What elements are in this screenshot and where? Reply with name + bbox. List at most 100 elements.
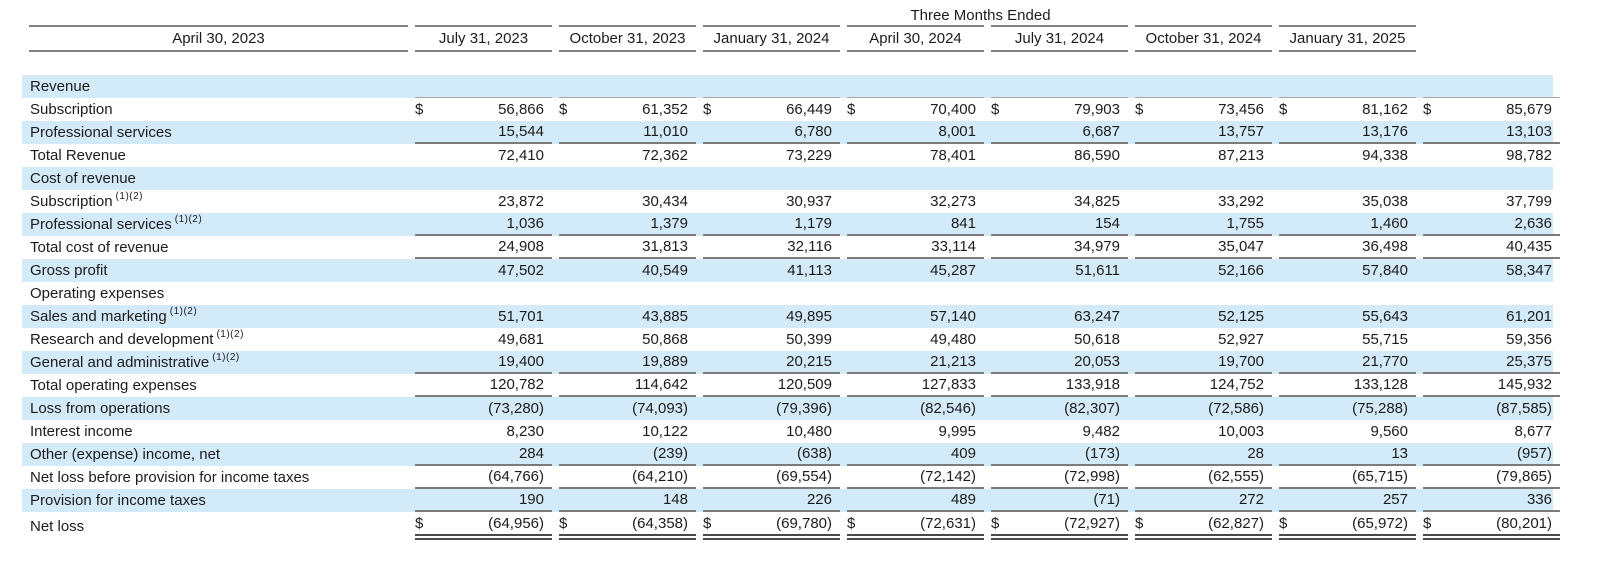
value-cell (840, 75, 984, 98)
footnote-superscript: (1)(2) (174, 214, 203, 225)
table-row: General and administrative (1)(2) 19,400 19… (22, 351, 1560, 374)
table-header-group: Three Months Ended (22, 6, 1553, 25)
value-cell-inner: $ (64,358) (559, 512, 696, 540)
value-cell-inner: 6,687 (991, 121, 1128, 144)
value-cell-inner (559, 282, 696, 305)
value-cell-inner: 43,885 (559, 305, 696, 328)
cell-value: 50,399 (786, 331, 832, 348)
table-row: Total operating expenses 120,782 114,642 12… (22, 374, 1560, 397)
value-cell: 133,128 (1272, 374, 1416, 397)
cell-value: (64,956) (488, 514, 544, 532)
value-cell (696, 167, 840, 190)
value-cell: 124,752 (1128, 374, 1272, 397)
cell-value: (62,827) (1208, 514, 1264, 532)
table-row: Interest income 8,230 10,122 10,480 9,995 9,4… (22, 420, 1553, 443)
value-cell-inner: 24,908 (415, 236, 552, 259)
value-cell: 11,010 (552, 121, 696, 144)
value-cell-inner: 1,755 (1135, 213, 1272, 236)
row-label: General and administrative (1)(2) (22, 351, 408, 374)
row-label: Total operating expenses (22, 374, 408, 397)
value-cell-inner: 52,927 (1135, 328, 1272, 351)
value-cell-inner: 87,213 (1135, 144, 1272, 167)
value-cell: 32,273 (840, 190, 984, 213)
value-cell: (65,715) (1272, 466, 1416, 489)
value-cell-inner: (79,396) (703, 397, 840, 420)
value-cell-inner: 61,201 (1423, 305, 1560, 328)
dollar-sign: $ (1135, 514, 1144, 532)
value-cell: 58,347 (1416, 259, 1560, 282)
value-cell (1128, 75, 1272, 98)
cell-value: 2,636 (1514, 215, 1552, 232)
row-label-text: Provision for income taxes (30, 492, 206, 509)
dollar-sign: $ (415, 514, 424, 532)
column-headers: April 30, 2023 July 31, 2023 October 31, 2… (22, 25, 1553, 52)
value-cell: 25,375 (1416, 351, 1560, 374)
value-cell: 6,687 (984, 121, 1128, 144)
value-cell: 841 (840, 213, 984, 236)
value-cell: 57,140 (840, 305, 984, 328)
value-cell: 8,001 (840, 121, 984, 144)
cell-value: 120,782 (489, 376, 544, 393)
value-cell-inner: $ (69,780) (703, 512, 840, 540)
value-cell: 133,918 (984, 374, 1128, 397)
column-header: July 31, 2024 (991, 25, 1128, 52)
row-label-text: General and administrative (30, 354, 210, 371)
value-cell: 73,229 (696, 144, 840, 167)
dollar-sign: $ (991, 101, 1000, 118)
value-cell-inner: 32,273 (847, 190, 984, 213)
value-cell-inner (991, 282, 1128, 305)
value-cell: 50,868 (552, 328, 696, 351)
cell-value: 32,116 (787, 238, 832, 255)
value-cell-inner: 52,125 (1135, 305, 1272, 328)
value-cell-inner: $56,866 (415, 98, 552, 121)
value-cell: $70,400 (840, 98, 984, 121)
cell-value: 35,047 (1218, 238, 1264, 255)
cell-value: 10,480 (786, 423, 832, 440)
value-cell-inner: 1,036 (415, 213, 552, 236)
cell-value: 49,681 (498, 331, 544, 348)
cell-value: 51,701 (498, 308, 544, 325)
cell-value: 51,611 (1075, 262, 1120, 279)
value-cell: 336 (1416, 489, 1560, 512)
value-cell-inner: 72,410 (415, 144, 552, 167)
column-header: July 31, 2023 (415, 25, 552, 52)
value-cell: 148 (552, 489, 696, 512)
value-cell-inner (1279, 75, 1416, 98)
value-cell-inner: 45,287 (847, 259, 984, 282)
cell-value: 13,103 (1506, 123, 1552, 140)
value-cell-inner: 34,979 (991, 236, 1128, 259)
cell-value: 28 (1247, 445, 1264, 462)
value-cell-inner: 30,937 (703, 190, 840, 213)
value-cell-inner: 1,460 (1279, 213, 1416, 236)
value-cell-inner: (79,865) (1423, 466, 1560, 489)
value-cell: $81,162 (1272, 98, 1416, 121)
cell-value: 10,122 (642, 423, 688, 440)
value-cell: 190 (408, 489, 552, 512)
value-cell: 1,036 (408, 213, 552, 236)
table-row: Professional services 15,544 11,010 6,780 8,… (22, 121, 1560, 144)
cell-value: 1,460 (1370, 215, 1408, 232)
cell-value: 21,770 (1362, 353, 1408, 370)
value-cell-inner: 20,215 (703, 351, 840, 374)
value-cell-inner: $ (72,927) (991, 512, 1128, 540)
value-cell-inner: 226 (703, 489, 840, 512)
value-cell-inner: (62,555) (1135, 466, 1272, 489)
cell-value: 19,889 (642, 353, 688, 370)
row-label: Operating expenses (22, 282, 408, 305)
value-cell-inner: 55,715 (1279, 328, 1416, 351)
value-cell-inner (991, 167, 1128, 190)
value-cell-inner: 57,140 (847, 305, 984, 328)
table-row: Operating expenses (22, 282, 1553, 305)
cell-value: 37,799 (1506, 193, 1552, 210)
value-cell: 57,840 (1272, 259, 1416, 282)
cell-value: 13,757 (1218, 123, 1264, 140)
value-cell-inner: 35,047 (1135, 236, 1272, 259)
row-label: Other (expense) income, net (22, 443, 408, 466)
dollar-sign: $ (559, 101, 568, 118)
value-cell-inner: 257 (1279, 489, 1416, 512)
cell-value: 52,927 (1218, 331, 1264, 348)
value-cell: 41,113 (696, 259, 840, 282)
value-cell-inner: $ (72,631) (847, 512, 984, 540)
value-cell: 52,927 (1128, 328, 1272, 351)
